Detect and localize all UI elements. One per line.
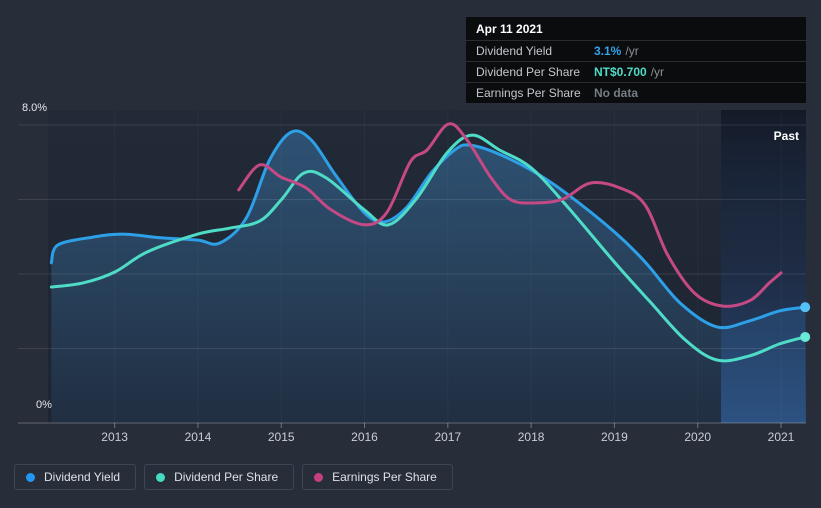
tooltip-row-dividend-per-share: Dividend Per Share NT$0.700 /yr (466, 61, 806, 82)
x-axis-label-2016: 2016 (351, 430, 378, 444)
x-axis-label-2015: 2015 (267, 430, 295, 444)
dividend-yield-area-fill (51, 130, 806, 424)
tooltip-label: Dividend Yield (476, 44, 553, 58)
legend-item-dividend-per-share[interactable]: Dividend Per Share (144, 464, 295, 490)
dividend-per-share-line (49, 133, 807, 363)
tooltip-label: Dividend Per Share (476, 65, 581, 79)
tooltip-label: Earnings Per Share (476, 86, 581, 100)
x-axis-label-2018: 2018 (517, 430, 545, 444)
legend-label: Dividend Yield (44, 470, 121, 484)
x-axis-label-2021: 2021 (767, 430, 795, 444)
x-axis-label-2017: 2017 (434, 430, 462, 444)
series-lines (49, 122, 807, 363)
series-end-markers (800, 302, 811, 342)
tooltip-row-dividend-yield: Dividend Yield 3.1% /yr (466, 40, 806, 61)
past-shaded-region (721, 110, 806, 423)
tooltip-value: 3.1% (594, 44, 622, 58)
x-axis-label-2013: 2013 (101, 430, 128, 444)
dividend-per-share-dot-icon (156, 472, 166, 482)
legend-label: Dividend Per Share (174, 470, 279, 484)
tooltip-value: NT$0.700 (594, 65, 647, 79)
chart-tooltip: Apr 11 2021 Dividend Yield 3.1% /yr Divi… (466, 17, 806, 103)
dividend-yield-dot-icon (26, 472, 35, 482)
legend-label: Earnings Per Share (332, 470, 437, 484)
past-region-label: Past (773, 129, 799, 143)
dividend-yield-end-dot (800, 302, 811, 313)
tooltip-unit: /yr (650, 65, 665, 79)
y-axis-label-bottom: 0% (36, 399, 52, 411)
tooltip-value: No data (594, 86, 639, 100)
y-axis-label-top: 8.0% (22, 102, 48, 114)
chart-legend: Dividend Yield Dividend Per Share Earnin… (14, 464, 453, 490)
tooltip-date: Apr 11 2021 (476, 22, 543, 36)
tooltip-row-earnings-per-share: Earnings Per Share No data (466, 82, 806, 103)
legend-item-earnings-per-share[interactable]: Earnings Per Share (302, 464, 453, 490)
earnings-per-share-dot-icon (314, 472, 324, 482)
dividend-per-share-end-dot (800, 331, 811, 342)
earnings-per-share-line (237, 122, 783, 308)
x-axis-label-2019: 2019 (601, 430, 628, 444)
x-axis-label-2020: 2020 (684, 430, 712, 444)
x-axis: 2013 2014 2015 2016 2017 2018 2019 2020 2021 (0, 430, 821, 446)
legend-item-dividend-yield[interactable]: Dividend Yield (14, 464, 137, 490)
x-axis-label-2014: 2014 (184, 430, 212, 444)
tooltip-unit: /yr (625, 44, 639, 58)
